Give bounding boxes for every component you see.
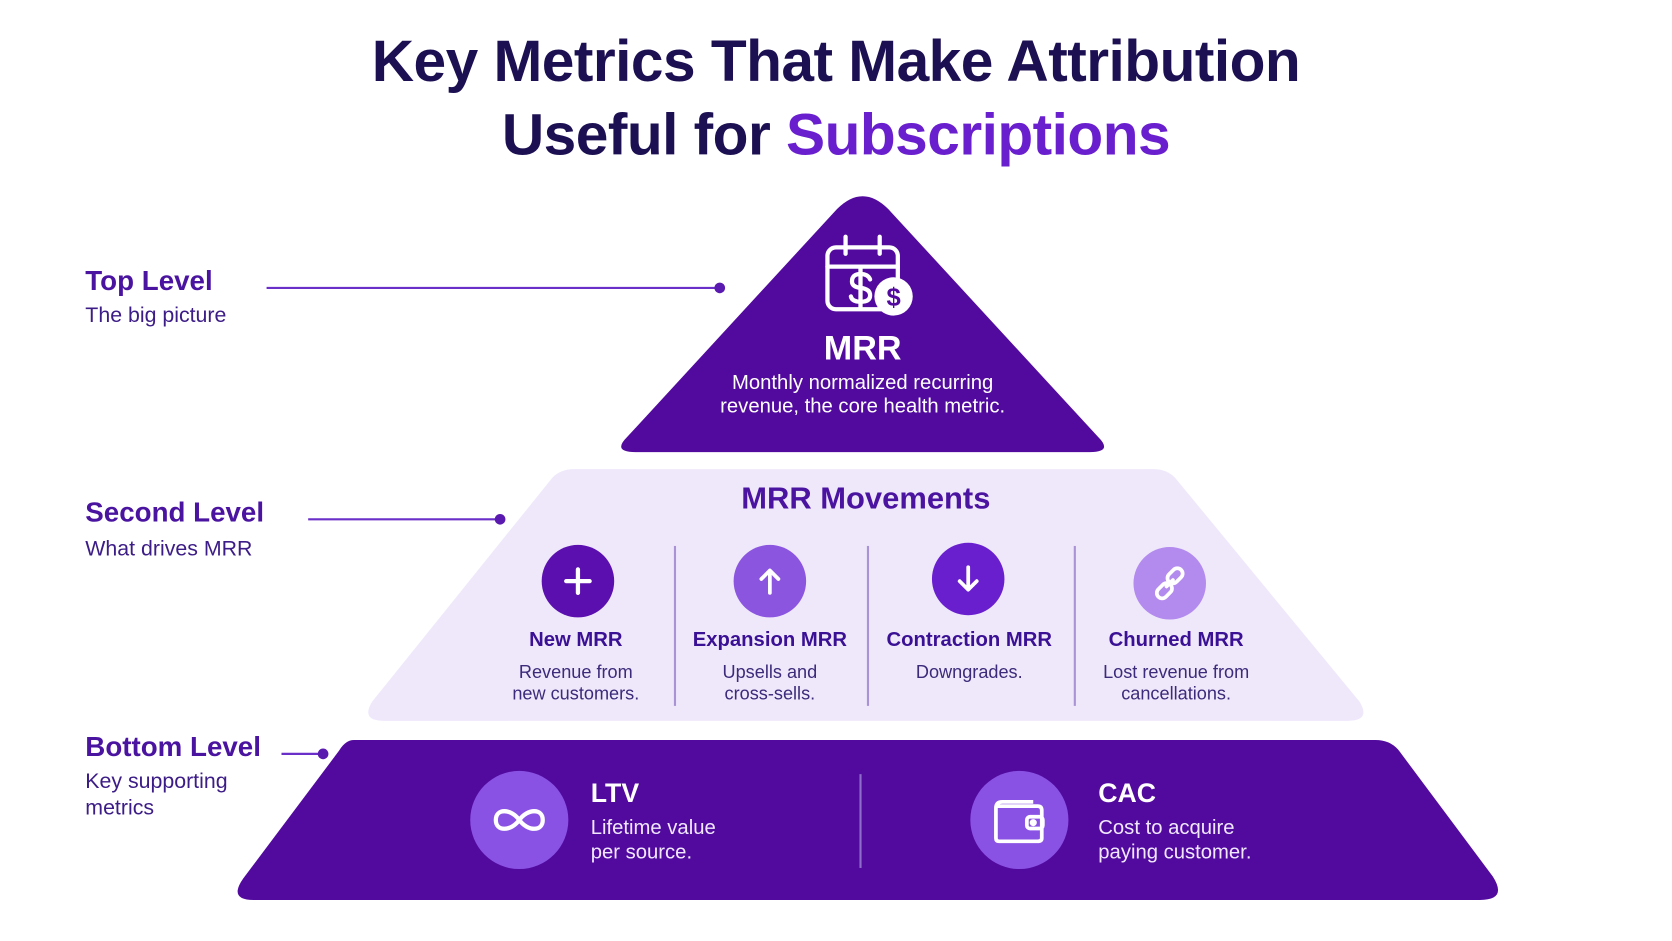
churned-mrr-description: Lost revenue from cancellations. (1103, 662, 1250, 704)
pyramid-bottom-tier (237, 740, 1499, 900)
top-level-subtitle: The big picture (85, 303, 227, 328)
second-connector-dot (494, 513, 506, 525)
dollar-coin (874, 277, 913, 316)
contraction-mrr-label: Contraction MRR (886, 629, 1052, 652)
expansion-mrr-label: Expansion MRR (692, 629, 847, 652)
churned-mrr-label: Churned MRR (1108, 629, 1244, 652)
broken-link-icon (1133, 547, 1206, 620)
cac-description: Cost to acquire paying customer. (1098, 816, 1252, 864)
contraction-mrr-description: Downgrades. (915, 662, 1023, 683)
bottom-divider (859, 774, 862, 868)
cac-title: CAC (1098, 778, 1157, 809)
plus-icon (541, 544, 615, 618)
mrr-description: Monthly normalized recurring revenue, th… (720, 372, 1006, 418)
title-plain: Useful for (501, 101, 771, 168)
ltv-description: Lifetime value per source. (590, 816, 716, 864)
new-mrr-label: New MRR (529, 629, 623, 652)
title-accent: Subscriptions (785, 101, 1171, 168)
top-connector-dot (714, 282, 726, 294)
mrr-title: MRR (823, 328, 902, 367)
title-line-1: Key Metrics That Make Attribution (371, 27, 1301, 94)
arrow-up-icon (733, 544, 807, 618)
dollar-coin-glyph: $ (886, 284, 900, 312)
second-level-heading: Second Level (85, 495, 265, 528)
middle-divider-2 (866, 545, 869, 706)
bottom-connector-dot (317, 748, 329, 760)
middle-divider-3 (1073, 545, 1076, 706)
second-level-subtitle: What drives MRR (85, 537, 253, 561)
bottom-level-subtitle: Key supporting metrics (85, 769, 228, 820)
infinity-icon (470, 770, 569, 870)
top-level-heading: Top Level (85, 264, 213, 297)
bottom-level-heading: Bottom Level (85, 730, 261, 763)
middle-divider-1 (673, 545, 676, 706)
pyramid-top-tier (621, 196, 1105, 453)
new-mrr-description: Revenue from new customers. (512, 662, 640, 704)
mrr-movements-title: MRR Movements (741, 481, 991, 517)
ltv-title: LTV (590, 778, 640, 809)
expansion-mrr-description: Upsells and cross-sells. (722, 662, 818, 704)
arrow-down-icon (931, 542, 1005, 616)
title-line-2: Useful for Subscriptions (0, 99, 1672, 169)
wallet-icon (970, 770, 1069, 870)
pyramid-middle-tier (368, 469, 1364, 721)
